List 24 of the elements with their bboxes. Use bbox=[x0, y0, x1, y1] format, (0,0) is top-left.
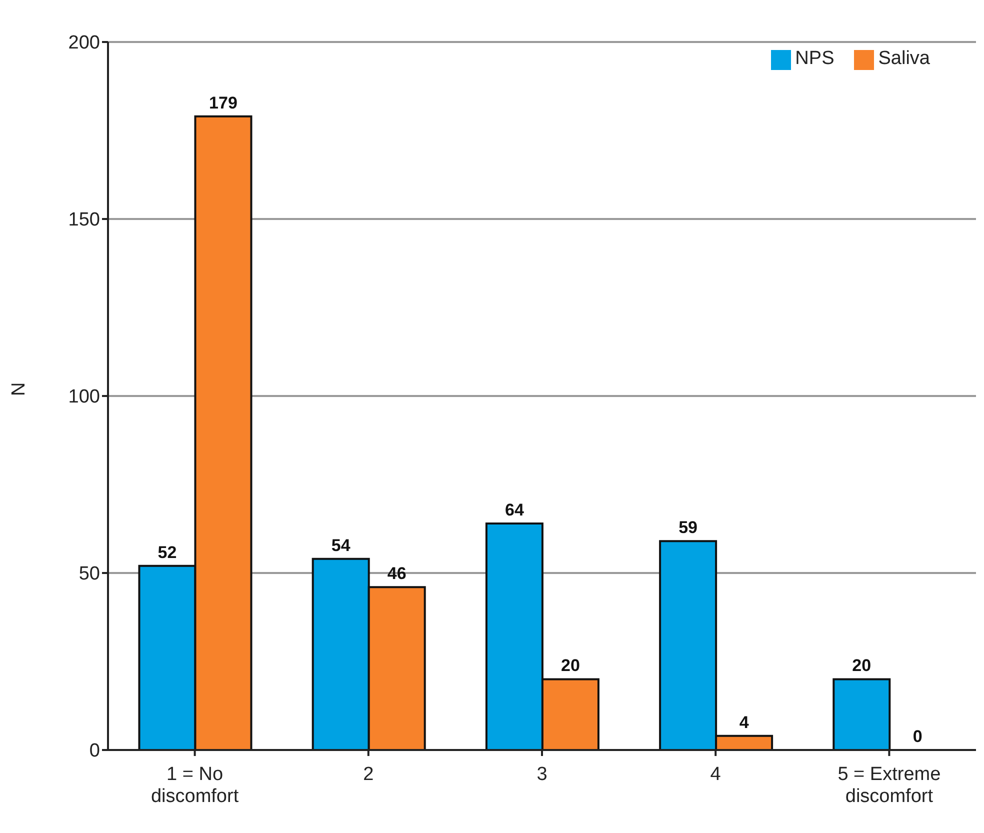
data-label: 59 bbox=[678, 518, 698, 538]
y-tick-label: 100 bbox=[68, 386, 100, 408]
data-label: 179 bbox=[209, 93, 238, 112]
data-label: 0 bbox=[912, 726, 922, 746]
data-label: 46 bbox=[387, 564, 406, 584]
data-label: 52 bbox=[158, 542, 177, 562]
data-label: 20 bbox=[852, 656, 872, 676]
data-label: 54 bbox=[331, 536, 351, 555]
data-label: 4 bbox=[739, 712, 750, 732]
x-tick-label: 3 bbox=[536, 764, 548, 785]
data-label: 20 bbox=[560, 656, 580, 676]
data-label: 64 bbox=[504, 500, 524, 520]
y-tick-label: 150 bbox=[68, 210, 100, 231]
x-tick-label: 1 = No discomfort bbox=[150, 764, 240, 807]
bar bbox=[832, 678, 891, 750]
x-tick-label: 2 bbox=[363, 764, 374, 785]
y-tick-label: 50 bbox=[78, 564, 100, 585]
x-tick-label: 4 bbox=[710, 764, 722, 785]
legend-label: NPS bbox=[795, 48, 834, 69]
y-tick-label: 0 bbox=[89, 740, 100, 762]
x-tick-label: 5 = Extreme discomfort bbox=[838, 764, 941, 807]
y-axis-title: N bbox=[8, 382, 30, 396]
y-tick-label: 200 bbox=[68, 32, 100, 54]
legend-label: Saliva bbox=[878, 48, 930, 69]
